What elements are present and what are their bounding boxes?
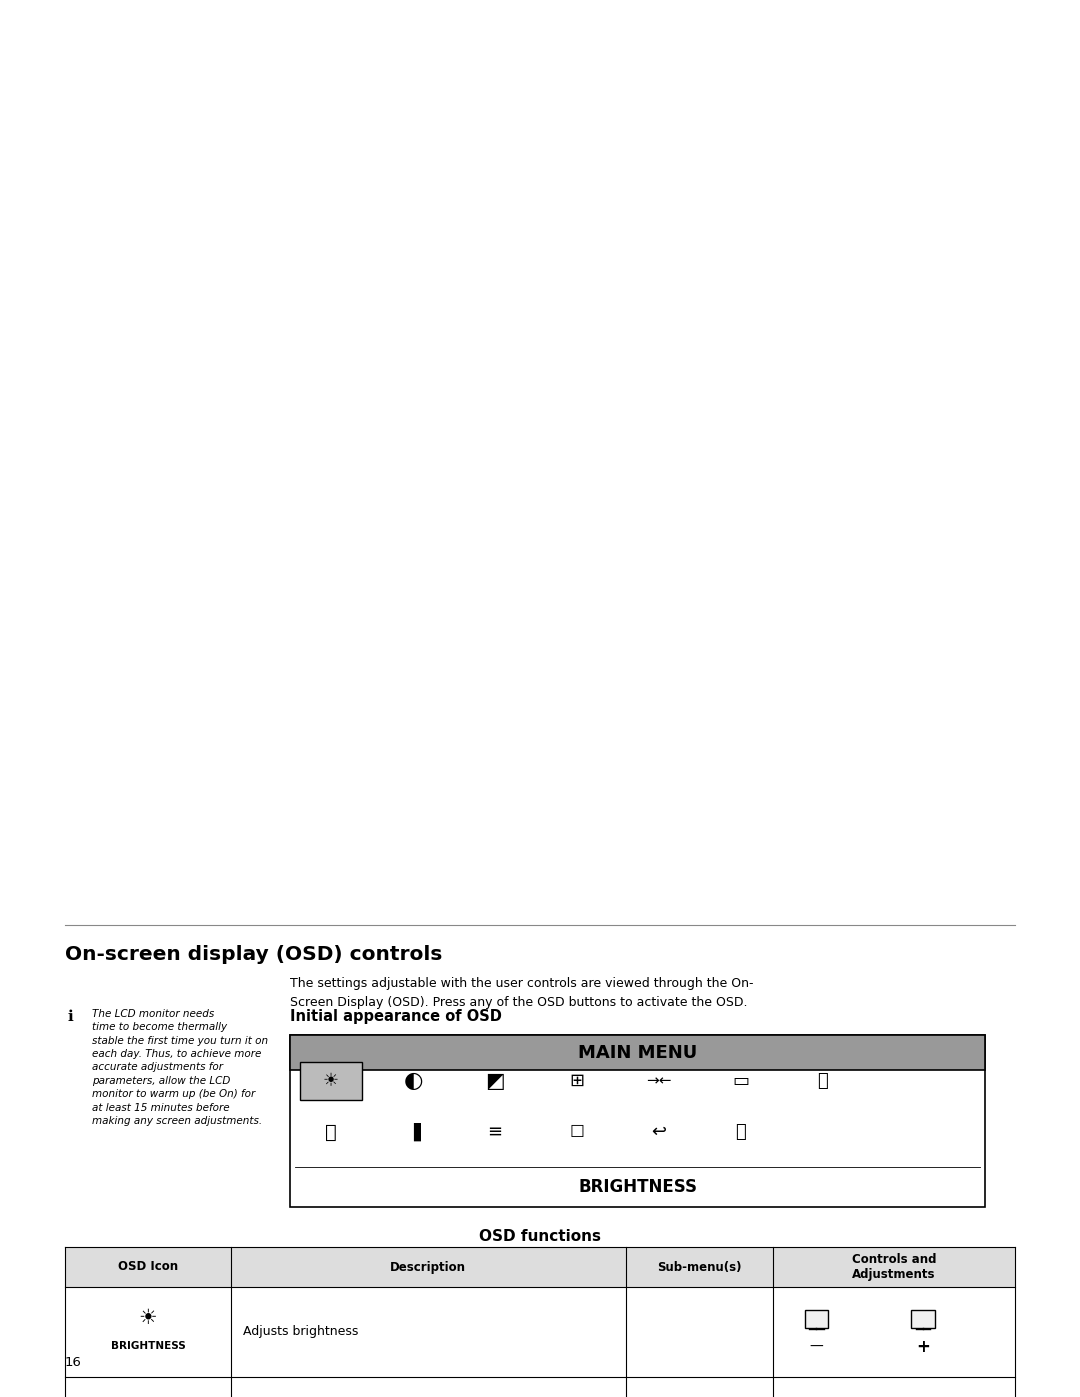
Text: OSD functions: OSD functions — [480, 1229, 600, 1243]
Bar — [291, 1035, 985, 1207]
Text: ☐: ☐ — [569, 1123, 584, 1141]
Text: On-screen display (OSD) controls: On-screen display (OSD) controls — [65, 944, 443, 964]
Text: ℹ: ℹ — [68, 1009, 73, 1024]
Text: Sub-menu(s): Sub-menu(s) — [657, 1260, 741, 1274]
Text: ▐: ▐ — [406, 1123, 420, 1141]
Text: MAIN MENU: MAIN MENU — [578, 1044, 697, 1062]
Bar — [65, 1248, 1015, 1287]
Text: Adjusts brightness: Adjusts brightness — [243, 1326, 359, 1338]
Text: ☀: ☀ — [323, 1071, 339, 1090]
Text: Description: Description — [390, 1260, 467, 1274]
Text: OSD Icon: OSD Icon — [118, 1260, 178, 1274]
Text: ◐: ◐ — [403, 1071, 422, 1091]
Text: ↩: ↩ — [651, 1123, 666, 1141]
Text: BRIGHTNESS: BRIGHTNESS — [578, 1178, 697, 1196]
Text: Controls and
Adjustments: Controls and Adjustments — [852, 1253, 936, 1281]
Text: ⧉: ⧉ — [325, 1123, 337, 1141]
Text: The settings adjustable with the user controls are viewed through the On-
Screen: The settings adjustable with the user co… — [291, 977, 754, 1009]
Text: BRIGHTNESS: BRIGHTNESS — [111, 1341, 186, 1351]
Text: ⓘ: ⓘ — [735, 1123, 746, 1141]
Text: The LCD monitor needs
time to become thermally
stable the first time you turn it: The LCD monitor needs time to become the… — [92, 1009, 268, 1126]
Text: 16: 16 — [65, 1356, 82, 1369]
Text: ☀: ☀ — [138, 1308, 158, 1329]
Text: Initial appearance of OSD: Initial appearance of OSD — [291, 1009, 502, 1024]
Text: —: — — [810, 1340, 823, 1354]
Text: →←: →← — [646, 1073, 672, 1088]
Text: ◩: ◩ — [485, 1071, 504, 1091]
Bar — [291, 1035, 985, 1070]
Text: ⊞: ⊞ — [569, 1071, 584, 1090]
Text: +: + — [916, 1338, 930, 1356]
Bar — [805, 1309, 828, 1327]
Text: ▭: ▭ — [732, 1071, 750, 1090]
Text: ≡: ≡ — [487, 1123, 502, 1141]
Bar — [300, 1062, 362, 1099]
Bar — [912, 1309, 934, 1327]
Text: ⎙: ⎙ — [818, 1071, 828, 1090]
